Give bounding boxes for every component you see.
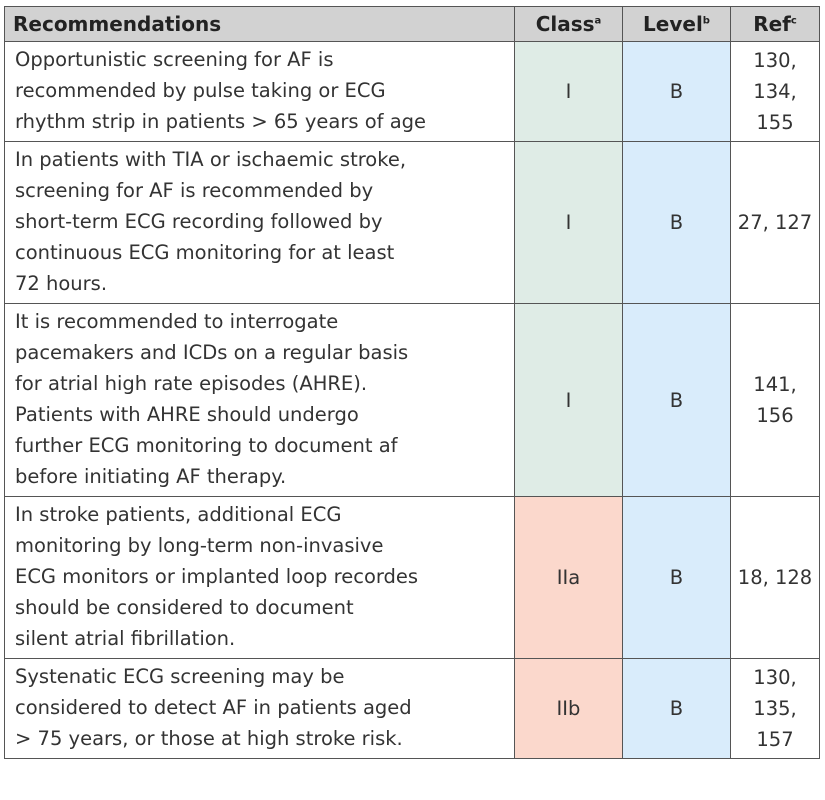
recommendation-line: silent atrial fibrillation. xyxy=(15,627,236,650)
recommendation-line: screening for AF is recommended by xyxy=(15,179,374,202)
ref-line: 155 xyxy=(756,111,794,134)
recommendation-text: It is recommended to interrogate pacemake… xyxy=(4,303,515,497)
recommendation-text: Systenatic ECG screening may be considere… xyxy=(4,658,515,759)
level-cell: B xyxy=(622,496,731,659)
header-row: Recommendations Classa Levelb Refc xyxy=(4,6,820,42)
header-class-footnote: a xyxy=(594,15,602,27)
ref-line: 157 xyxy=(756,728,794,751)
ref-line: 130, 134, xyxy=(753,49,797,103)
ref-cell: 18, 128 xyxy=(730,496,820,659)
recommendation-line: further ECG monitoring to document af xyxy=(15,434,398,457)
header-ref: Refc xyxy=(730,6,820,42)
ref-line: 18, 128 xyxy=(737,566,813,589)
recommendation-line: > 75 years, or those at high stroke risk… xyxy=(15,727,403,750)
ref-line: 141, 156 xyxy=(753,373,797,427)
recommendation-line: 72 hours. xyxy=(15,272,108,295)
table-row: Systenatic ECG screening may be considere… xyxy=(4,658,820,759)
recommendation-line: for atrial high rate episodes (AHRE). xyxy=(15,372,368,395)
table-row: Opportunistic screening for AF is recomme… xyxy=(4,41,820,142)
recommendation-line: Systenatic ECG screening may be xyxy=(15,665,345,688)
recommendation-line: considered to detect AF in patients aged xyxy=(15,696,412,719)
ref-cell: 141, 156 xyxy=(730,303,820,497)
recommendation-line: In stroke patients, additional ECG xyxy=(15,503,342,526)
class-cell: IIa xyxy=(514,496,623,659)
class-cell: I xyxy=(514,303,623,497)
header-class: Classa xyxy=(514,6,623,42)
level-cell: B xyxy=(622,658,731,759)
recommendation-line: In patients with TIA or ischaemic stroke… xyxy=(15,148,407,171)
recommendation-line: short-term ECG recording followed by xyxy=(15,210,383,233)
level-cell: B xyxy=(622,41,731,142)
header-ref-footnote: c xyxy=(790,15,797,27)
recommendation-line: monitoring by long-term non-invasive xyxy=(15,534,384,557)
recommendation-line: pacemakers and ICDs on a regular basis xyxy=(15,341,409,364)
recommendations-table: Recommendations Classa Levelb Refc Oppor… xyxy=(4,6,820,759)
table-row: In patients with TIA or ischaemic stroke… xyxy=(4,141,820,304)
table-body: Opportunistic screening for AF is recomme… xyxy=(4,41,820,759)
recommendation-line: before initiating AF therapy. xyxy=(15,465,287,488)
recommendation-text: Opportunistic screening for AF is recomme… xyxy=(4,41,515,142)
recommendation-line: continuous ECG monitoring for at least xyxy=(15,241,395,264)
recommendation-line: rhythm strip in patients > 65 years of a… xyxy=(15,110,427,133)
recommendation-line: Patients with AHRE should undergo xyxy=(15,403,359,426)
ref-line: 27, 127 xyxy=(737,211,813,234)
recommendations-table-container: Recommendations Classa Levelb Refc Oppor… xyxy=(4,6,820,759)
header-recommendations: Recommendations xyxy=(4,6,515,42)
header-level-footnote: b xyxy=(702,15,710,27)
recommendation-text: In stroke patients, additional ECG monito… xyxy=(4,496,515,659)
ref-cell: 130, 134, 155 xyxy=(730,41,820,142)
recommendation-line: recommended by pulse taking or ECG xyxy=(15,79,386,102)
ref-line: 130, 135, xyxy=(753,666,797,720)
recommendation-line: It is recommended to interrogate xyxy=(15,310,339,333)
recommendation-text: In patients with TIA or ischaemic stroke… xyxy=(4,141,515,304)
class-cell: I xyxy=(514,141,623,304)
class-cell: IIb xyxy=(514,658,623,759)
recommendation-line: Opportunistic screening for AF is xyxy=(15,48,334,71)
ref-cell: 27, 127 xyxy=(730,141,820,304)
table-row: It is recommended to interrogate pacemake… xyxy=(4,303,820,497)
table-row: In stroke patients, additional ECG monito… xyxy=(4,496,820,659)
recommendation-line: should be considered to document xyxy=(15,596,354,619)
ref-cell: 130, 135, 157 xyxy=(730,658,820,759)
class-cell: I xyxy=(514,41,623,142)
header-level: Levelb xyxy=(622,6,731,42)
level-cell: B xyxy=(622,141,731,304)
recommendation-line: ECG monitors or implanted loop recordes xyxy=(15,565,419,588)
level-cell: B xyxy=(622,303,731,497)
